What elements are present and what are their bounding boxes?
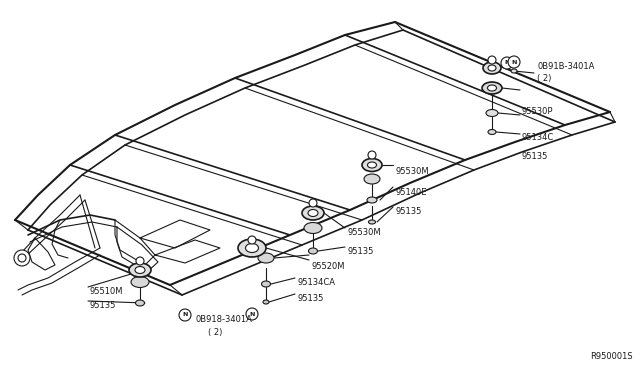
Ellipse shape [238,239,266,257]
Ellipse shape [486,109,498,116]
Circle shape [488,56,496,64]
Ellipse shape [367,197,377,203]
Text: 95135: 95135 [90,301,116,310]
Circle shape [179,309,191,321]
Text: 95530M: 95530M [395,167,429,176]
Ellipse shape [362,158,382,171]
Ellipse shape [369,220,376,224]
Circle shape [136,257,144,265]
Ellipse shape [488,129,496,135]
Text: 95140E: 95140E [395,188,426,197]
Text: 0B91B-3401A: 0B91B-3401A [537,62,595,71]
Ellipse shape [488,65,496,71]
Circle shape [246,308,258,320]
Ellipse shape [304,222,322,234]
Ellipse shape [308,248,317,254]
Circle shape [501,57,513,69]
Circle shape [508,56,520,68]
Ellipse shape [131,276,149,288]
Text: 95135: 95135 [297,294,323,303]
Circle shape [14,250,30,266]
Text: 95135: 95135 [395,207,421,216]
Text: ( 2): ( 2) [208,328,222,337]
Circle shape [368,151,376,159]
Ellipse shape [308,209,318,217]
Text: 95134CA: 95134CA [297,278,335,287]
Text: R950001S: R950001S [590,352,632,361]
Ellipse shape [263,300,269,304]
Ellipse shape [367,162,376,168]
Ellipse shape [488,85,497,91]
Ellipse shape [364,174,380,184]
Ellipse shape [246,244,259,253]
Text: N: N [504,61,509,65]
Text: N: N [250,311,255,317]
Ellipse shape [129,263,151,277]
Text: N: N [511,60,516,64]
Circle shape [309,199,317,207]
Text: 95135: 95135 [347,247,373,256]
Ellipse shape [135,266,145,273]
Ellipse shape [511,69,517,73]
Circle shape [248,236,256,244]
Text: 95510M: 95510M [90,287,124,296]
Ellipse shape [302,206,324,220]
Text: N: N [182,312,188,317]
Ellipse shape [262,281,271,287]
Ellipse shape [258,253,274,263]
Text: 95530P: 95530P [522,107,554,116]
Text: ( 2): ( 2) [537,74,552,83]
Text: 95530M: 95530M [347,228,381,237]
Text: 95134C: 95134C [522,133,554,142]
Text: 95135: 95135 [522,152,548,161]
Ellipse shape [482,82,502,94]
Text: 95520M: 95520M [311,262,344,271]
Ellipse shape [483,62,501,74]
Text: 0B918-3401A: 0B918-3401A [195,315,252,324]
Ellipse shape [136,300,145,306]
